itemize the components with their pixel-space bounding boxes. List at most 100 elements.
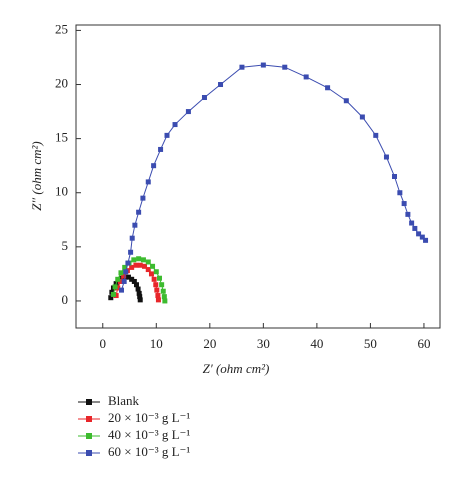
y-tick-label: 20: [55, 76, 68, 91]
data-point: [118, 270, 124, 276]
y-tick-label: 25: [55, 21, 68, 36]
x-tick-label: 0: [100, 336, 107, 351]
data-point: [153, 269, 159, 275]
data-point: [150, 263, 156, 269]
x-tick-label: 60: [417, 336, 430, 351]
data-point: [383, 154, 389, 160]
data-point: [125, 274, 131, 280]
data-point: [161, 294, 167, 300]
data-point: [401, 201, 407, 207]
data-point: [164, 132, 170, 138]
data-point: [409, 220, 415, 226]
data-point: [405, 211, 411, 217]
data-point: [423, 237, 429, 243]
data-point: [419, 234, 425, 240]
data-point: [128, 249, 134, 255]
data-point: [239, 64, 245, 70]
data-point: [140, 257, 146, 263]
data-point: [201, 95, 207, 101]
data-point: [145, 259, 151, 265]
legend-label: Blank: [108, 393, 140, 408]
plot-frame: [75, 24, 441, 329]
legend-label: 40 × 10⁻³ g L⁻¹: [108, 427, 190, 442]
data-point: [132, 222, 138, 228]
data-point: [113, 293, 119, 299]
data-point: [260, 62, 266, 68]
data-point: [115, 285, 121, 291]
data-point: [121, 278, 127, 284]
data-point: [397, 190, 403, 196]
data-point: [135, 286, 141, 292]
data-point: [136, 209, 142, 215]
data-point: [218, 82, 224, 88]
data-point: [303, 74, 309, 80]
data-point: [151, 276, 157, 282]
x-tick-label: 50: [364, 336, 377, 351]
series-line: [121, 64, 426, 291]
y-axis-label: Z′′ (ohm cm²): [29, 141, 44, 211]
data-point: [159, 282, 165, 288]
legend-marker: [86, 416, 92, 422]
data-point: [343, 98, 349, 104]
y-tick-label: 15: [55, 130, 68, 145]
data-point: [137, 262, 143, 268]
data-point: [142, 263, 148, 269]
data-point: [125, 260, 131, 266]
y-tick-label: 10: [55, 184, 68, 199]
data-point: [129, 264, 135, 270]
legend-marker: [86, 450, 92, 456]
data-point: [359, 114, 365, 120]
data-point: [157, 275, 163, 281]
data-point: [172, 122, 178, 128]
x-tick-label: 40: [310, 336, 323, 351]
legend-label: 20 × 10⁻³ g L⁻¹: [108, 410, 190, 425]
data-point: [155, 297, 161, 303]
x-tick-label: 20: [203, 336, 216, 351]
data-point: [137, 297, 143, 303]
data-point: [162, 298, 168, 304]
y-tick-label: 0: [62, 292, 69, 307]
data-point: [137, 294, 143, 300]
data-point: [117, 278, 123, 284]
data-point: [416, 231, 422, 237]
data-point: [133, 282, 139, 288]
data-point: [122, 264, 128, 270]
data-point: [153, 282, 159, 288]
data-point: [282, 64, 288, 70]
data-point: [131, 257, 137, 263]
data-point: [129, 276, 135, 282]
data-point: [160, 288, 166, 294]
data-point: [185, 109, 191, 115]
legend-marker: [86, 433, 92, 439]
data-point: [158, 146, 164, 152]
data-point: [151, 163, 157, 169]
y-tick-label: 5: [62, 238, 69, 253]
data-point: [392, 174, 397, 179]
data-point: [136, 256, 142, 262]
data-point: [155, 293, 161, 299]
data-point: [131, 278, 137, 284]
data-point: [154, 287, 160, 293]
data-point: [373, 132, 379, 138]
data-point: [129, 235, 135, 241]
data-point: [136, 290, 142, 296]
data-point: [145, 179, 151, 185]
x-tick-label: 10: [150, 336, 163, 351]
legend-label: 60 × 10⁻³ g L⁻¹: [108, 444, 190, 459]
data-point: [140, 195, 146, 201]
data-point: [325, 85, 331, 91]
x-axis-label: Z′ (ohm cm²): [203, 361, 270, 376]
data-point: [133, 262, 139, 268]
data-point: [121, 273, 127, 279]
data-point: [145, 267, 151, 273]
data-point: [110, 291, 116, 297]
data-point: [412, 225, 418, 231]
data-point: [112, 284, 118, 290]
data-point: [123, 269, 129, 275]
legend-marker: [86, 399, 92, 405]
data-point: [148, 271, 154, 277]
data-point: [108, 295, 114, 301]
x-tick-label: 30: [257, 336, 270, 351]
data-point: [119, 287, 124, 293]
